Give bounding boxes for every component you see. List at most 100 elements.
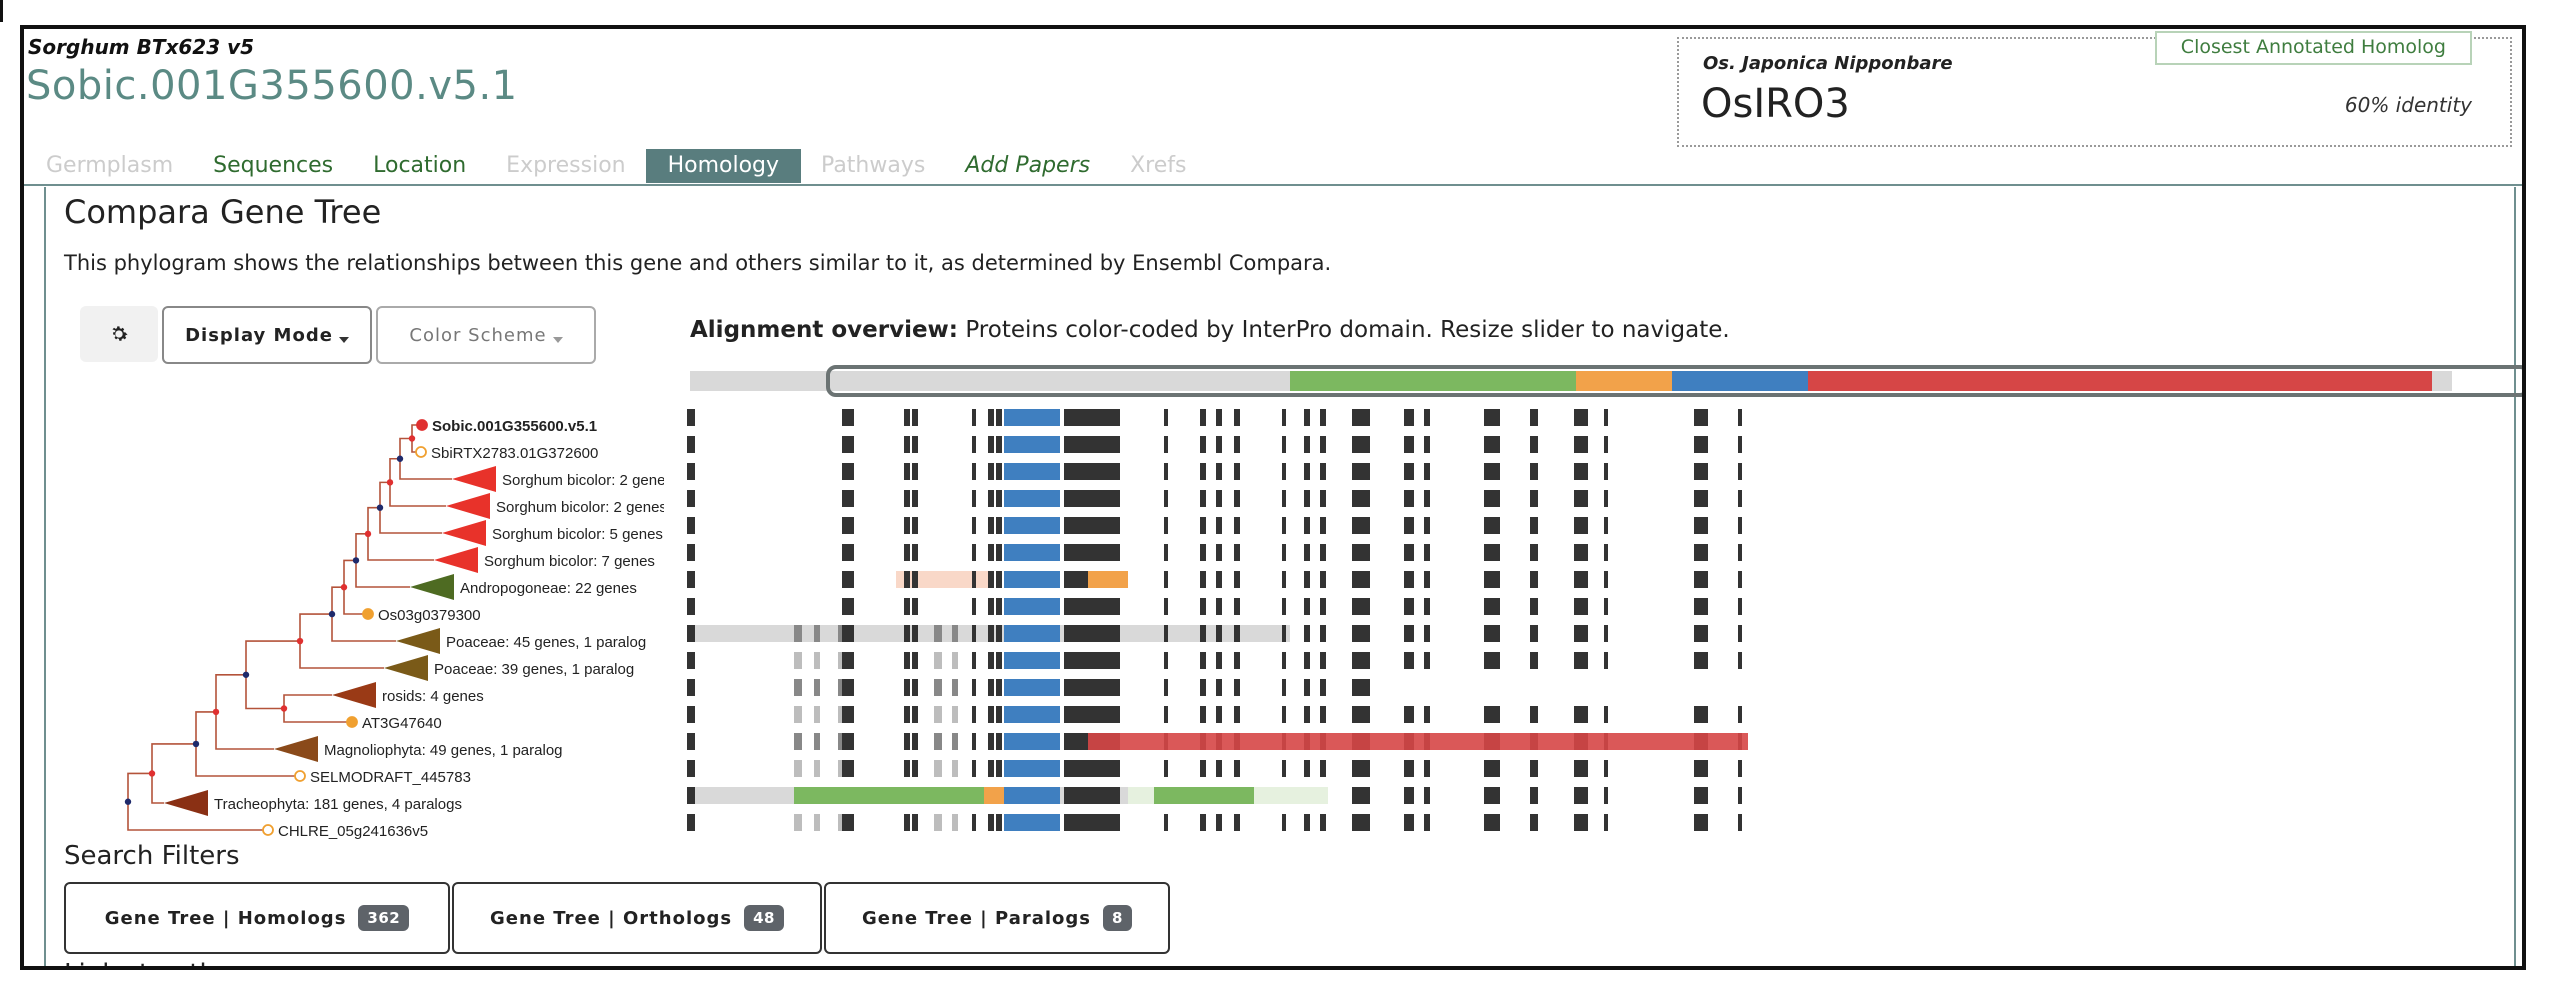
tree-node[interactable] bbox=[364, 530, 372, 538]
alignment-segment bbox=[842, 625, 854, 642]
tree-branch bbox=[215, 711, 274, 750]
tree-leaf-label[interactable]: Sorghum bicolor: 5 genes bbox=[492, 526, 663, 543]
alignment-segment bbox=[1216, 517, 1222, 534]
alignment-segment bbox=[1320, 544, 1326, 561]
alignment-segment bbox=[1164, 652, 1168, 669]
alignment-segment bbox=[1234, 517, 1240, 534]
alignment-domain-blue bbox=[1004, 490, 1060, 507]
clade-triangle[interactable] bbox=[332, 682, 376, 708]
orthologs-filter-button[interactable]: Gene Tree | Orthologs 48 bbox=[452, 882, 822, 954]
tree-leaf-label[interactable]: SbiRTX2783.01G372600 bbox=[431, 445, 598, 462]
homologs-filter-button[interactable]: Gene Tree | Homologs 362 bbox=[64, 882, 450, 954]
tree-leaf-label[interactable]: CHLRE_05g241636v5 bbox=[278, 823, 428, 839]
alignment-segment bbox=[1320, 490, 1326, 507]
tree-leaf-label[interactable]: Sorghum bicolor: 7 genes bbox=[484, 553, 655, 570]
tree-node[interactable] bbox=[396, 455, 404, 462]
alignment-segment bbox=[1484, 463, 1500, 480]
alignment-segment bbox=[972, 760, 976, 777]
tree-leaf-label[interactable]: rosids: 4 genes bbox=[382, 688, 484, 705]
tab-homology[interactable]: Homology bbox=[645, 149, 802, 183]
tree-branch bbox=[151, 743, 196, 774]
alignment-segment bbox=[1604, 436, 1608, 453]
leaf-node[interactable] bbox=[294, 770, 306, 782]
alignment-segment bbox=[1738, 625, 1742, 642]
tree-node[interactable] bbox=[192, 740, 200, 748]
tree-leaf-label[interactable]: Andropogoneae: 22 genes bbox=[460, 580, 637, 597]
tree-node[interactable] bbox=[352, 557, 360, 564]
tree-leaf-label[interactable]: Magnoliophyta: 49 genes, 1 paralog bbox=[324, 742, 563, 759]
alignment-segment bbox=[1604, 490, 1608, 507]
tab-location[interactable]: Location bbox=[373, 153, 467, 178]
alignment-segment bbox=[1530, 409, 1538, 426]
tree-node[interactable] bbox=[340, 584, 348, 591]
tab-sequences[interactable]: Sequences bbox=[213, 153, 334, 178]
alignment-segment bbox=[996, 409, 1002, 426]
clade-triangle[interactable] bbox=[274, 736, 318, 762]
tree-node[interactable] bbox=[328, 610, 336, 618]
alignment-segment bbox=[988, 571, 994, 588]
clade-triangle[interactable] bbox=[434, 547, 478, 573]
alignment-segment bbox=[1424, 544, 1430, 561]
alignment-segment bbox=[1200, 706, 1206, 723]
tree-leaf-label[interactable]: AT3G47640 bbox=[362, 715, 442, 732]
leaf-node[interactable] bbox=[362, 608, 374, 620]
alignment-segment bbox=[1234, 679, 1240, 696]
homolog-name[interactable]: OsIRO3 bbox=[1701, 81, 1850, 127]
tree-node[interactable] bbox=[386, 479, 394, 486]
alignment-segment bbox=[1352, 598, 1370, 615]
alignment-slider[interactable] bbox=[826, 365, 2526, 397]
tree-node[interactable] bbox=[124, 798, 132, 805]
clade-triangle[interactable] bbox=[384, 655, 428, 681]
overview-domain-red bbox=[1808, 371, 2432, 391]
leaf-node[interactable] bbox=[416, 419, 428, 431]
tree-node[interactable] bbox=[296, 637, 304, 645]
tree-leaf-label[interactable]: Sorghum bicolor: 2 genes bbox=[496, 499, 664, 516]
alignment-segment bbox=[1320, 625, 1326, 642]
clade-triangle[interactable] bbox=[396, 628, 440, 654]
tree-node[interactable] bbox=[242, 671, 250, 678]
alignment-segment bbox=[1064, 760, 1120, 777]
clade-triangle[interactable] bbox=[452, 466, 496, 492]
tree-leaf-label[interactable]: Os03g0379300 bbox=[378, 607, 481, 624]
tree-node[interactable] bbox=[280, 705, 288, 712]
tab-add-papers[interactable]: Add Papers bbox=[965, 153, 1091, 178]
alignment-segment bbox=[1694, 544, 1708, 561]
clade-triangle[interactable] bbox=[446, 493, 490, 519]
tree-node[interactable] bbox=[212, 708, 220, 716]
gene-tree[interactable]: Sobic.001G355600.v5.1 SbiRTX2783.01G37260… bbox=[64, 399, 664, 839]
alignment-segment bbox=[1282, 706, 1286, 723]
tree-node[interactable] bbox=[408, 435, 416, 442]
clade-triangle[interactable] bbox=[410, 574, 454, 600]
alignment-segment bbox=[1424, 571, 1430, 588]
tree-node[interactable] bbox=[148, 770, 156, 777]
clade-triangle[interactable] bbox=[164, 790, 208, 816]
alignment-segment bbox=[838, 760, 844, 777]
alignment-segment bbox=[1738, 652, 1742, 669]
alignment-segment bbox=[1530, 652, 1538, 669]
leaf-node[interactable] bbox=[346, 716, 358, 728]
tree-leaf-label[interactable]: Poaceae: 39 genes, 1 paralog bbox=[434, 661, 634, 678]
alignment-segment bbox=[904, 706, 910, 723]
tree-leaf-label[interactable]: Sorghum bicolor: 2 genes bbox=[502, 472, 664, 489]
tree-leaf-label[interactable]: Tracheophyta: 181 genes, 4 paralogs bbox=[214, 796, 462, 813]
clade-triangle[interactable] bbox=[442, 520, 486, 546]
alignment-segment bbox=[996, 733, 1002, 750]
alignment-segment bbox=[1282, 760, 1286, 777]
detail-tabs: Germplasm Sequences Location Expression … bbox=[26, 149, 1206, 183]
settings-button[interactable] bbox=[80, 306, 158, 362]
paralogs-filter-button[interactable]: Gene Tree | Paralogs 8 bbox=[824, 882, 1170, 954]
tree-node[interactable] bbox=[376, 504, 384, 511]
alignment-overview[interactable] bbox=[684, 349, 2526, 859]
tree-leaf-label[interactable]: Poaceae: 45 genes, 1 paralog bbox=[446, 634, 646, 651]
tree-leaf-label[interactable]: SELMODRAFT_445783 bbox=[310, 769, 471, 786]
color-scheme-dropdown[interactable]: Color Scheme bbox=[376, 306, 596, 364]
tree-leaf-label[interactable]: Sobic.001G355600.v5.1 bbox=[432, 418, 597, 435]
display-mode-dropdown[interactable]: Display Mode bbox=[162, 306, 372, 364]
alignment-segment bbox=[1424, 436, 1430, 453]
alignment-segment bbox=[1216, 598, 1222, 615]
alignment-segment bbox=[934, 679, 942, 696]
alignment-segment bbox=[1234, 652, 1240, 669]
leaf-node[interactable] bbox=[415, 446, 427, 458]
leaf-node[interactable] bbox=[262, 824, 274, 836]
alignment-segment bbox=[842, 490, 854, 507]
